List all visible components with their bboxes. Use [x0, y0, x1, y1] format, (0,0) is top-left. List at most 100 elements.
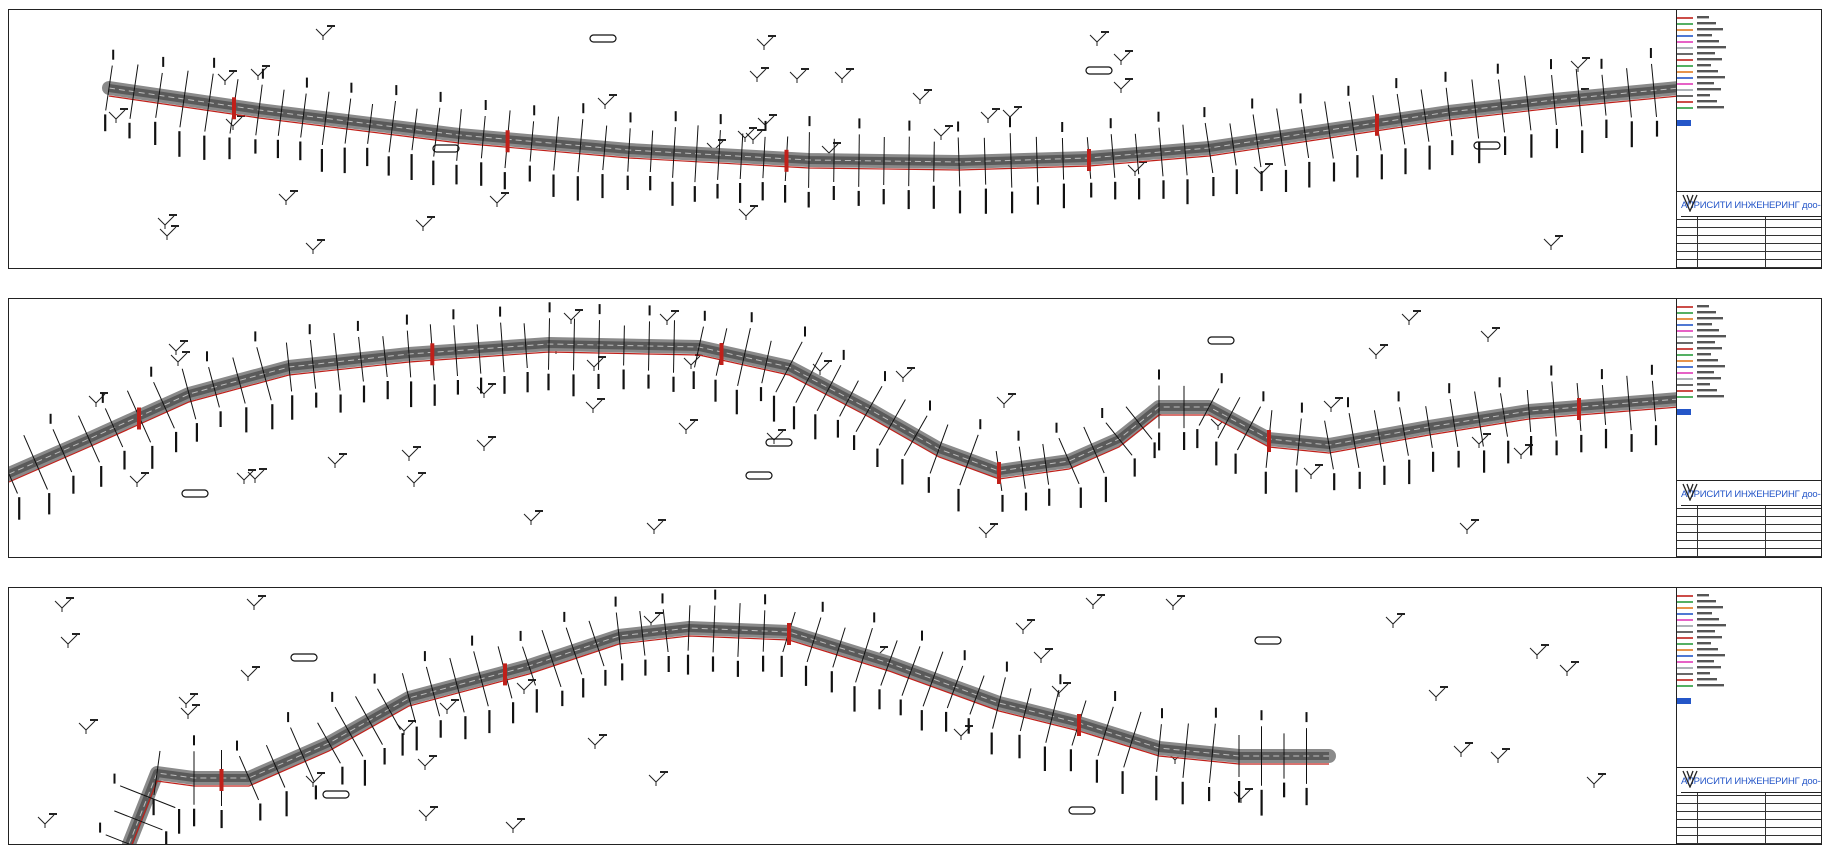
station-label-mark: [1011, 191, 1014, 214]
legend-label-mark: [1697, 365, 1725, 368]
km-marker: [1077, 714, 1081, 736]
legend-label-mark: [1697, 40, 1719, 43]
station-number-mark: [1650, 364, 1653, 375]
station-number-mark: [1299, 93, 1302, 104]
legend-label-mark: [1697, 94, 1710, 97]
station-number-mark: [598, 304, 601, 315]
cross-section-line: [901, 646, 921, 696]
station-label-mark: [907, 190, 910, 210]
station-label-mark: [1283, 782, 1286, 798]
station-number-mark: [1397, 391, 1400, 402]
north-arrow-icon: [417, 755, 437, 770]
legend-label-mark: [1697, 383, 1710, 386]
station-label-mark: [1530, 134, 1533, 158]
cross-section-line: [1300, 109, 1310, 158]
station-label-mark: [736, 660, 739, 677]
cross-section-line: [687, 605, 691, 651]
cross-section-line: [1498, 79, 1505, 133]
cross-section-line: [232, 357, 246, 404]
legend-label-mark: [1697, 341, 1715, 344]
cross-section-line: [672, 127, 676, 178]
station-number-mark: [614, 596, 617, 607]
station-label-mark: [415, 726, 418, 751]
station-number-mark: [873, 612, 876, 623]
station-label-mark: [1604, 428, 1608, 449]
cross-section-line: [1626, 375, 1632, 431]
legend-label-mark: [1697, 678, 1717, 681]
station-label-mark: [1555, 440, 1558, 456]
north-arrow-icon: [1033, 648, 1053, 663]
station-label-mark: [203, 135, 206, 160]
legend-label-mark: [1697, 606, 1723, 609]
legend-label-mark: [1697, 624, 1726, 627]
station-label-mark: [1162, 180, 1165, 199]
north-arrow-icon: [933, 125, 953, 140]
north-arrow-icon: [401, 446, 421, 461]
station-label-mark: [299, 141, 302, 161]
station-label-mark: [958, 190, 962, 214]
north-arrow-icon: [1459, 519, 1479, 534]
station-label-mark: [480, 162, 483, 186]
station-label-mark: [1062, 183, 1065, 209]
cross-section-line: [648, 321, 650, 371]
station-label-mark: [693, 186, 696, 202]
station-number-mark: [112, 49, 115, 60]
station-number-mark: [629, 112, 632, 123]
cross-section-line: [649, 130, 654, 173]
cross-section-line: [855, 386, 883, 432]
station-number-mark: [842, 349, 845, 360]
km-marker: [219, 769, 224, 791]
legend-label-mark: [1697, 52, 1715, 55]
legend-label-mark: [1697, 347, 1722, 350]
station-number-mark: [1395, 78, 1398, 89]
cross-section-line: [344, 98, 352, 144]
cross-section-line: [355, 696, 383, 745]
north-arrow-icon: [406, 472, 426, 487]
cross-section-line: [1324, 101, 1334, 159]
legend-label-mark: [1697, 353, 1711, 356]
north-arrow-icon: [1233, 788, 1253, 803]
legend-label-mark: [1697, 100, 1717, 103]
title-block-grid: [1677, 506, 1821, 557]
station-number-mark: [1109, 118, 1112, 129]
station-label-mark: [456, 380, 459, 395]
north-arrow-icon: [1471, 433, 1491, 448]
north-arrow-icon: [250, 65, 270, 80]
cross-section-line: [334, 706, 364, 757]
legend-label-mark: [1697, 106, 1724, 109]
cross-section-line: [480, 115, 486, 159]
road-centerline: [9, 343, 1679, 475]
north-arrow-icon: [1513, 444, 1533, 459]
station-label-mark: [1133, 458, 1136, 477]
station-number-mark: [193, 735, 195, 746]
station-number-mark: [213, 57, 216, 68]
north-arrow-icon: [217, 70, 237, 85]
station-label-mark: [990, 732, 993, 755]
cross-section-line: [588, 620, 605, 667]
cross-section-line: [946, 665, 964, 709]
cross-section-line: [1217, 397, 1241, 439]
cross-section-line: [1373, 410, 1385, 462]
station-label-mark: [1483, 450, 1486, 473]
north-arrow-icon: [1368, 344, 1388, 359]
cross-section-line: [1551, 75, 1557, 125]
cross-section-line: [265, 744, 286, 788]
station-label-mark: [830, 671, 833, 693]
north-arrow-icon: [1113, 50, 1133, 65]
station-number-mark: [113, 773, 116, 784]
cross-section-line: [816, 364, 842, 412]
cross-section-line: [309, 340, 317, 389]
legend-label-mark: [1697, 305, 1709, 308]
station-number-mark: [331, 691, 334, 702]
legend-label-mark: [1697, 642, 1711, 645]
station-number-mark: [719, 114, 722, 125]
station-number-mark: [1220, 373, 1223, 384]
title-block-grid: [1677, 217, 1821, 268]
station-label-mark: [386, 381, 389, 400]
station-label-mark: [503, 376, 506, 394]
station-number-mark: [808, 116, 811, 127]
km-marker: [503, 663, 507, 686]
station-label-mark: [1138, 178, 1141, 200]
cross-section-line: [553, 116, 559, 171]
legend-label-mark: [1697, 684, 1724, 687]
